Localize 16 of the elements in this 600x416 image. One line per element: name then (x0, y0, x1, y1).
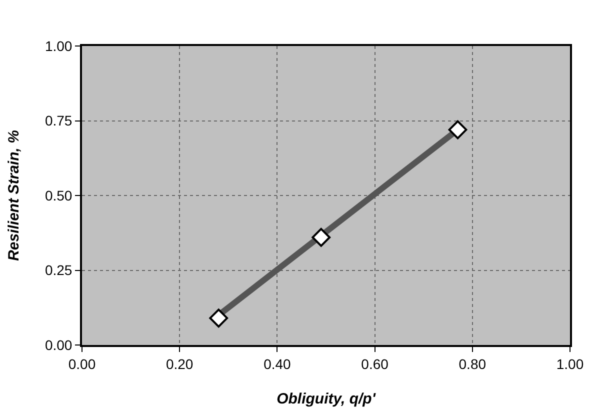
y-tick-label: 0.25 (44, 262, 72, 278)
x-tick-label: 0.40 (264, 356, 292, 372)
x-tick-label: 1.00 (556, 356, 584, 372)
x-tick-label: 0.20 (166, 356, 194, 372)
y-tick-label: 1.00 (44, 38, 72, 54)
x-tick-label: 0.60 (361, 356, 389, 372)
y-tick-label: 0.75 (44, 112, 72, 129)
x-tick-label: 0.80 (458, 356, 486, 372)
y-axis-title: Resilient Strain, % (6, 130, 23, 261)
point (448, 120, 468, 140)
point (209, 308, 228, 328)
y-tick-label: 0.50 (44, 187, 72, 204)
x-tick-label: 0.00 (68, 356, 96, 372)
point (312, 228, 331, 247)
y-tick-label: 0.00 (44, 336, 72, 353)
x-axis-title: Obliguity, q/p' (276, 390, 376, 408)
